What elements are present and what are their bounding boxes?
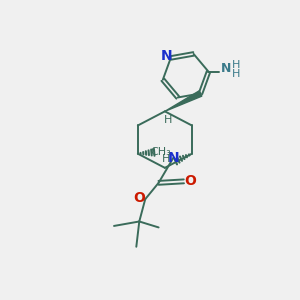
Text: H: H	[232, 60, 240, 70]
Text: N: N	[168, 151, 179, 165]
Text: CH₃: CH₃	[151, 147, 171, 157]
Text: H: H	[164, 115, 172, 125]
Text: O: O	[133, 191, 145, 205]
Text: N: N	[160, 50, 172, 63]
Polygon shape	[165, 91, 202, 111]
Text: H: H	[232, 69, 240, 79]
Text: O: O	[184, 174, 196, 188]
Text: H: H	[161, 154, 170, 164]
Text: N: N	[221, 61, 232, 75]
